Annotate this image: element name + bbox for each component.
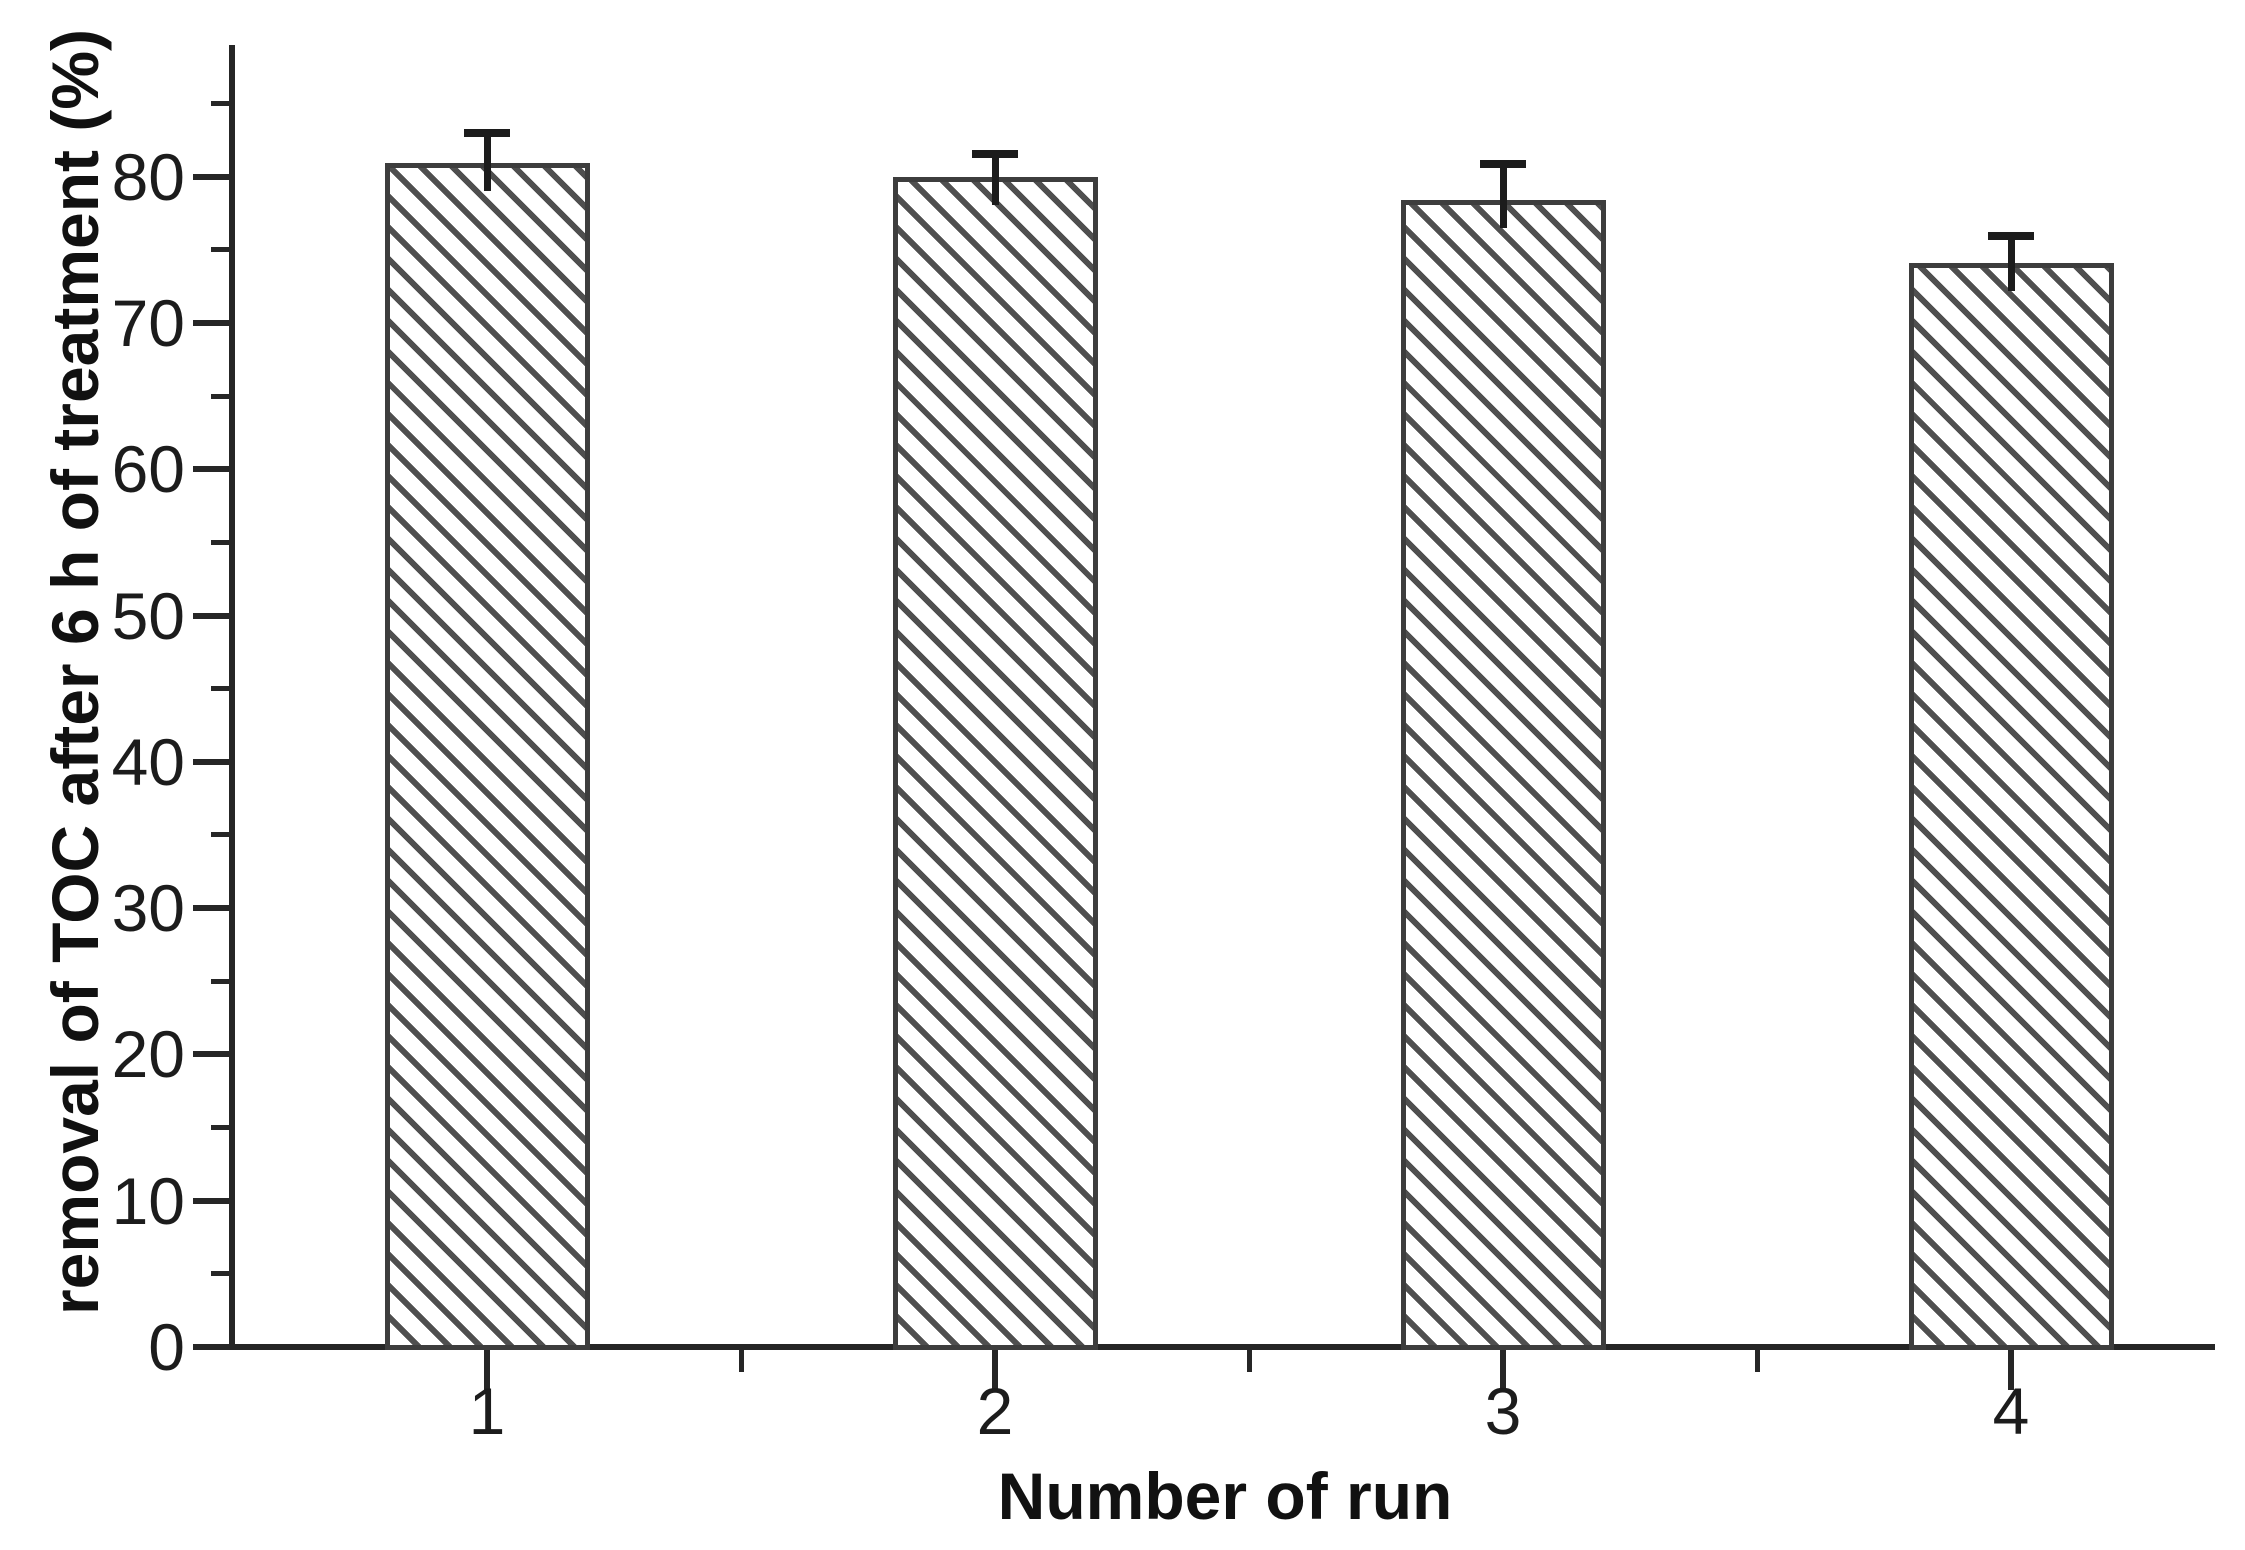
bar-run-2 <box>892 176 1098 1350</box>
bar-run-1 <box>384 163 590 1350</box>
y-minor-tick <box>211 1271 235 1277</box>
y-tick-label: 10 <box>111 1163 185 1238</box>
error-bar-stem <box>2007 237 2015 291</box>
x-major-tick <box>2008 1350 2014 1390</box>
y-major-tick <box>193 758 235 765</box>
error-bar-cap <box>464 129 510 138</box>
y-major-tick <box>193 319 235 326</box>
y-tick-label: 0 <box>148 1310 185 1384</box>
y-minor-tick <box>211 978 235 984</box>
x-axis-title: Number of run <box>997 1459 1453 1533</box>
x-minor-tick <box>1246 1350 1252 1372</box>
x-major-tick <box>484 1350 490 1390</box>
x-tick-label: 1 <box>468 1374 506 1448</box>
bar-run-4 <box>1908 262 2114 1350</box>
y-tick-label: 80 <box>111 139 185 214</box>
x-tick-label: 2 <box>976 1374 1014 1448</box>
y-minor-tick <box>211 393 235 399</box>
error-bar-cap <box>1988 231 2034 240</box>
y-minor-tick <box>211 1125 235 1131</box>
y-tick-label: 20 <box>111 1017 185 1092</box>
y-minor-tick <box>211 247 235 253</box>
y-major-tick <box>193 905 235 912</box>
y-minor-tick <box>211 686 235 692</box>
y-major-tick <box>193 466 235 473</box>
y-major-tick <box>193 612 235 619</box>
error-bar-cap <box>1480 159 1526 168</box>
y-major-tick <box>193 1197 235 1204</box>
y-minor-tick <box>211 832 235 838</box>
error-bar-stem <box>1499 165 1507 229</box>
y-tick-label: 30 <box>111 871 185 946</box>
error-bar-cap <box>972 149 1018 158</box>
x-axis-line <box>229 1344 2215 1350</box>
y-minor-tick <box>211 539 235 545</box>
y-axis-line <box>229 45 235 1350</box>
y-major-tick <box>193 173 235 180</box>
x-tick-label: 4 <box>1992 1374 2030 1448</box>
y-major-tick <box>193 1051 235 1058</box>
y-tick-label: 60 <box>111 432 185 507</box>
x-major-tick <box>992 1350 998 1390</box>
x-major-tick <box>1500 1350 1506 1390</box>
x-minor-tick <box>738 1350 744 1372</box>
x-minor-tick <box>1754 1350 1760 1372</box>
y-minor-tick <box>211 101 235 107</box>
x-tick-label: 3 <box>1484 1374 1522 1448</box>
y-major-tick <box>193 1344 235 1350</box>
bar-run-3 <box>1400 200 1606 1350</box>
y-tick-label: 70 <box>111 285 185 360</box>
y-tick-label: 50 <box>111 578 185 653</box>
error-bar-stem <box>991 155 999 205</box>
y-axis-title: removal of TOC after 6 h of treatment (%… <box>38 28 112 1316</box>
y-tick-label: 40 <box>111 724 185 799</box>
error-bar-stem <box>483 135 491 192</box>
